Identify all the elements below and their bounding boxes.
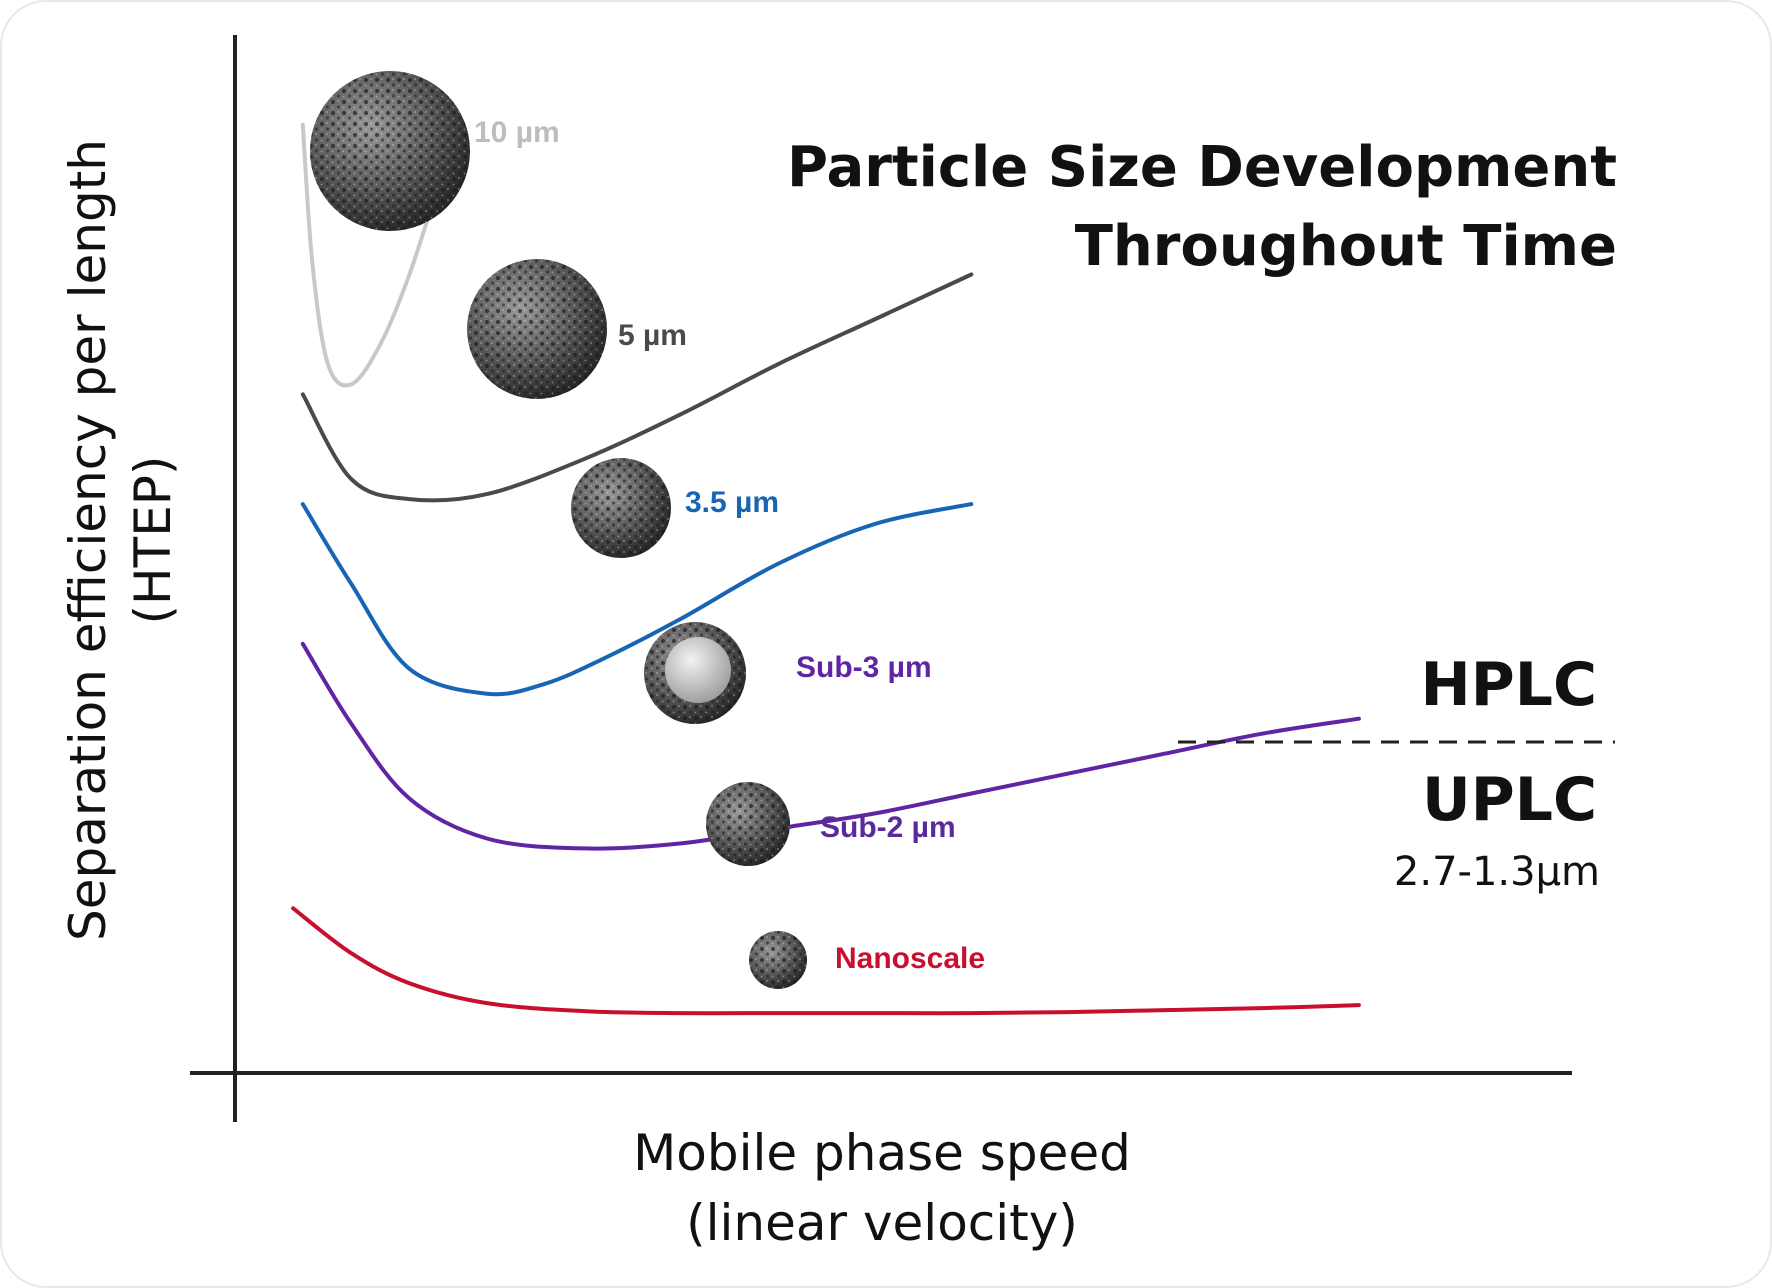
series-label-sub-3um: Sub-3 µm — [796, 651, 932, 684]
x-axis-label-line-1: Mobile phase speed — [633, 1124, 1131, 1182]
uplc-label: UPLC — [1422, 765, 1597, 835]
hplc-label: HPLC — [1421, 650, 1597, 720]
particle-sub-3um-icon — [644, 622, 746, 724]
particle-nanoscale-icon — [749, 931, 807, 989]
series-label-sub-2um: Sub-2 µm — [820, 811, 956, 844]
series-label-5um: 5 µm — [618, 319, 687, 352]
chart-title-line-2: Throughout Time — [1075, 214, 1617, 279]
uplc-range-label: 2.7-1.3µm — [1394, 849, 1600, 895]
series-label-10um: 10 µm — [474, 116, 560, 149]
y-axis-label-line-1: Separation efficiency per length — [59, 139, 117, 941]
y-axis-label-line-2: (HTEP) — [124, 456, 182, 625]
chart-title-line-1: Particle Size Development — [787, 135, 1617, 200]
series-line-nanoscale — [291, 906, 1361, 1016]
y-axis-label: Separation efficiency per length (HTEP) — [59, 139, 182, 941]
series-label-3-5um: 3.5 µm — [685, 486, 779, 519]
particle-10um-icon — [310, 71, 470, 231]
series-line-5um — [300, 272, 974, 503]
series-line-3-5um — [300, 502, 974, 697]
x-axis-label-line-2: (linear velocity) — [686, 1194, 1078, 1252]
particle-sub-2um-icon — [706, 782, 790, 866]
particle-5um-icon — [467, 259, 607, 399]
particle-3-5um-icon — [571, 458, 671, 558]
series-label-nanoscale: Nanoscale — [835, 942, 985, 975]
